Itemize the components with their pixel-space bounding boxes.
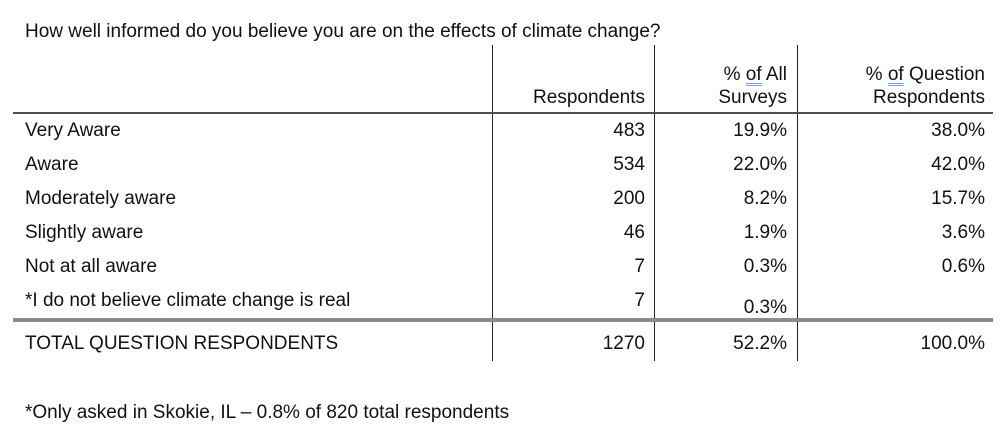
header-text-part: %	[723, 64, 746, 85]
total-label: TOTAL QUESTION RESPONDENTS	[13, 322, 492, 361]
cell-text: 200	[613, 188, 645, 209]
row-label: Moderately aware	[13, 182, 492, 216]
total-divider-rule	[13, 318, 993, 322]
header-cell-respondents: Respondents	[492, 45, 654, 112]
table-row: Very Aware 483 19.9% 38.0%	[13, 114, 993, 148]
table-row: Moderately aware 200 8.2% 15.7%	[13, 182, 993, 216]
cell-text: 0.3%	[743, 297, 787, 318]
cell-text: 1.9%	[743, 222, 787, 243]
row-respondents: 534	[492, 148, 654, 182]
cell-text: 8.2%	[743, 188, 787, 209]
row-pct-all-surveys: 0.3%	[654, 284, 797, 318]
total-respondents: 1270	[492, 322, 654, 361]
cell-text: Very Aware	[25, 120, 121, 141]
cell-text: 15.7%	[931, 188, 985, 209]
cell-text: Moderately aware	[25, 188, 177, 209]
table-row: Slightly aware 46 1.9% 3.6%	[13, 216, 993, 250]
table-row: *I do not believe climate change is real…	[13, 284, 993, 318]
table-header-row: Respondents % of All Surveys % of Questi…	[13, 45, 993, 114]
header-cell-pct-all-surveys: % of All Surveys	[654, 45, 797, 112]
cell-text: 534	[613, 154, 645, 175]
total-pct-question: 100.0%	[797, 322, 993, 361]
row-respondents: 483	[492, 114, 654, 148]
cell-text: TOTAL QUESTION RESPONDENTS	[25, 333, 339, 354]
row-label: Slightly aware	[13, 216, 492, 250]
survey-results-table: Respondents % of All Surveys % of Questi…	[13, 45, 993, 361]
row-respondents: 46	[492, 216, 654, 250]
total-pct-all-surveys: 52.2%	[654, 322, 797, 361]
cell-text: 100.0%	[920, 333, 985, 354]
row-respondents: 7	[492, 250, 654, 284]
cell-text: Slightly aware	[25, 222, 144, 243]
row-label: Very Aware	[13, 114, 492, 148]
column-header-line2: Respondents	[873, 87, 985, 108]
row-respondents: 7	[492, 284, 654, 318]
row-pct-question: 0.6%	[797, 250, 993, 284]
cell-text: *I do not believe climate change is real	[25, 290, 351, 311]
column-header-line1: % of Question	[866, 63, 985, 86]
row-label: Not at all aware	[13, 250, 492, 284]
grammar-underlined-word: of	[887, 64, 904, 85]
row-pct-question: 3.6%	[797, 216, 993, 250]
table-row: Aware 534 22.0% 42.0%	[13, 148, 993, 182]
cell-text: Aware	[25, 154, 79, 175]
row-pct-question: 38.0%	[797, 114, 993, 148]
column-header-label: Respondents	[533, 87, 645, 108]
cell-text: 19.9%	[733, 120, 787, 141]
row-pct-question	[797, 284, 993, 318]
cell-text: 1270	[602, 333, 645, 354]
footnote: *Only asked in Skokie, IL – 0.8% of 820 …	[25, 402, 510, 423]
cell-text: 7	[634, 290, 645, 311]
row-label: Aware	[13, 148, 492, 182]
column-header-line1: % of All	[724, 63, 787, 86]
cell-text: 483	[613, 120, 645, 141]
cell-text: Not at all aware	[25, 256, 158, 277]
row-pct-all-surveys: 0.3%	[654, 250, 797, 284]
cell-text: 0.6%	[941, 256, 985, 277]
cell-text: 22.0%	[733, 154, 787, 175]
row-pct-all-surveys: 8.2%	[654, 182, 797, 216]
cell-text: 0.3%	[743, 256, 787, 277]
row-pct-all-surveys: 19.9%	[654, 114, 797, 148]
column-header-line2: Surveys	[718, 87, 787, 108]
cell-text: 3.6%	[941, 222, 985, 243]
header-text-part: %	[865, 64, 888, 85]
header-text-part: Question	[903, 64, 985, 85]
cell-text: 7	[634, 256, 645, 277]
cell-text: 42.0%	[931, 154, 985, 175]
header-cell-pct-question-respondents: % of Question Respondents	[797, 45, 993, 112]
table-total-row: TOTAL QUESTION RESPONDENTS 1270 52.2% 10…	[13, 322, 993, 361]
row-pct-question: 42.0%	[797, 148, 993, 182]
row-respondents: 200	[492, 182, 654, 216]
row-pct-question: 15.7%	[797, 182, 993, 216]
grammar-underlined-word: of	[745, 64, 762, 85]
row-pct-all-surveys: 22.0%	[654, 148, 797, 182]
cell-text: 52.2%	[733, 333, 787, 354]
question-title: How well informed do you believe you are…	[25, 21, 661, 42]
header-cell-empty	[13, 45, 492, 112]
header-text-part: All	[761, 64, 787, 85]
cell-text: 46	[623, 222, 645, 243]
row-pct-all-surveys: 1.9%	[654, 216, 797, 250]
cell-text: 38.0%	[931, 120, 985, 141]
table-row: Not at all aware 7 0.3% 0.6%	[13, 250, 993, 284]
row-label: *I do not believe climate change is real	[13, 284, 492, 318]
